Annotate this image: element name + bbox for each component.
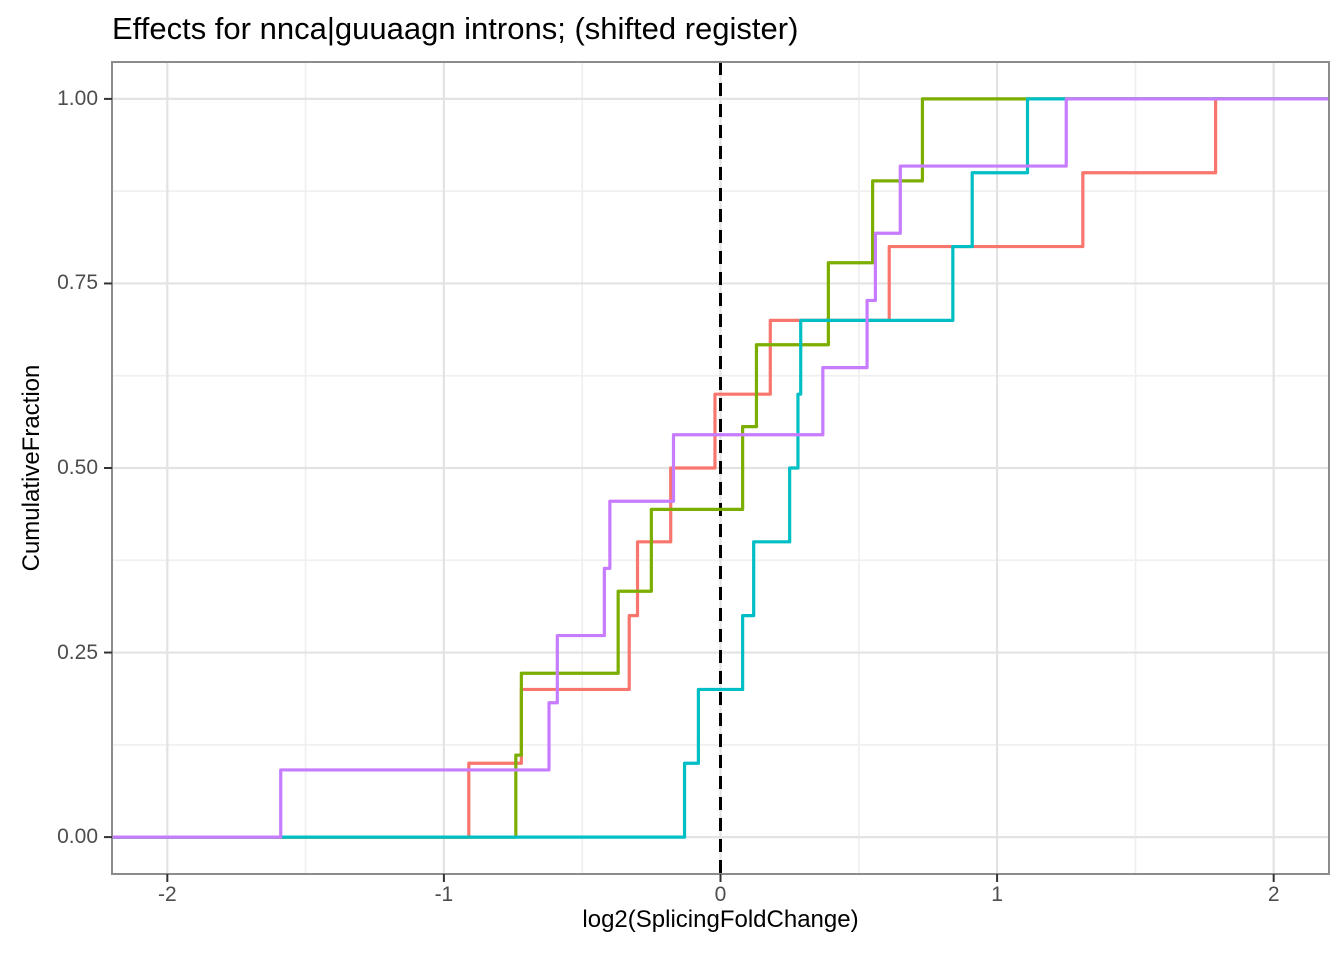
y-tick-label: 1.00 xyxy=(57,86,98,110)
series-line-teal xyxy=(112,97,1329,839)
y-tick-label: 0.25 xyxy=(57,640,98,664)
y-tick-label: 0.50 xyxy=(57,456,98,479)
x-tick-label: 2 xyxy=(1267,883,1280,906)
y-tick-label: 0.75 xyxy=(57,271,98,295)
x-tick-label: 0 xyxy=(714,883,727,906)
x-axis-title: log2(SplicingFoldChange) xyxy=(582,906,859,933)
y-tick-label: 0.00 xyxy=(57,825,98,849)
series-line-green xyxy=(112,97,1329,839)
series-line-purple xyxy=(112,97,1329,839)
x-tick-label: 1 xyxy=(991,883,1003,906)
plot-title: Effects for nnca|guuaagn introns; (shift… xyxy=(112,11,799,46)
x-tick-label: -1 xyxy=(434,883,454,906)
x-tick-label: -2 xyxy=(157,883,177,906)
